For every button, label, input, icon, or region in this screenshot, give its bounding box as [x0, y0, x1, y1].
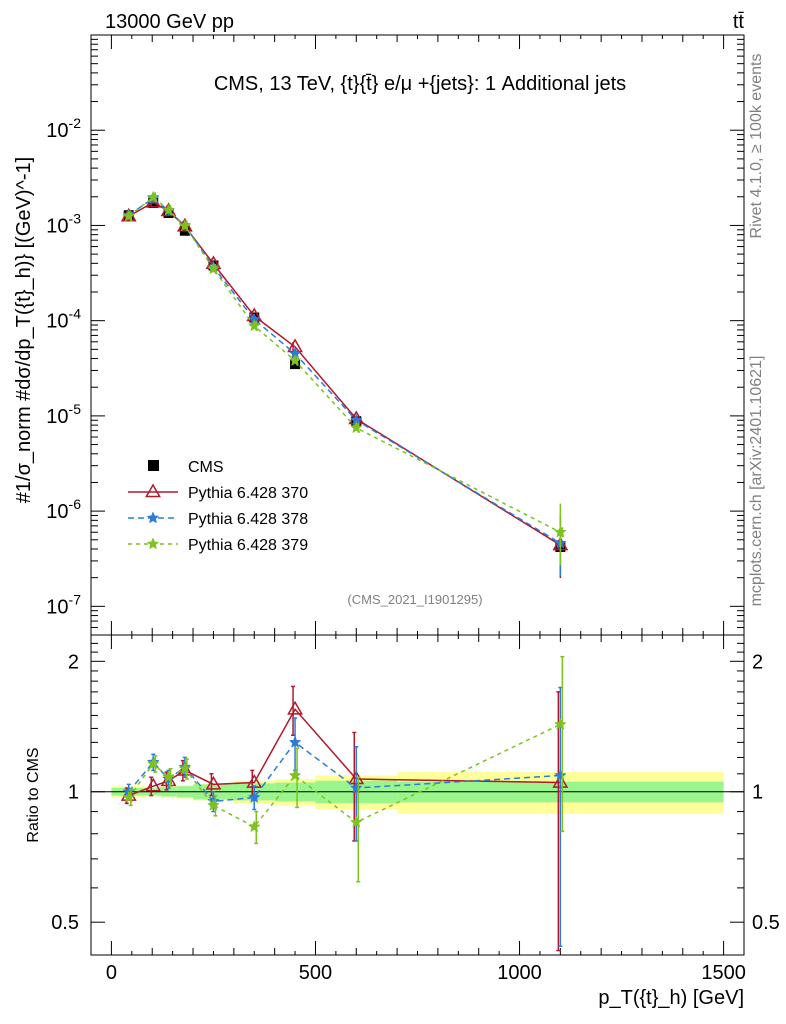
- ratio-y-tick-label-right: 1: [752, 782, 763, 804]
- series-2-ratio-marker: [122, 790, 136, 803]
- series-0-ratio-marker: [205, 775, 222, 790]
- legend-label-1: Pythia 6.428 378: [188, 511, 308, 528]
- legend-label-0: Pythia 6.428 370: [188, 485, 308, 502]
- legend-label-data: CMS: [188, 459, 224, 476]
- main-plot: 10-7 10-6 10-5 10-4 10-3 10-2 CMS, 13 TeV, {t…: [13, 34, 745, 636]
- legend-marker-1: [146, 511, 160, 524]
- x-tick-label: 0: [106, 962, 117, 984]
- y-tick-label: 10-5: [46, 401, 81, 428]
- side-label-mcplots: mcplots.cern.ch [arXiv:2401.10621]: [748, 356, 765, 607]
- main-y-axis-label: #1/σ_norm #dσ/dp_T({t}_h)} [(GeV)^-1]: [13, 157, 35, 503]
- series-2-ratio-marker: [207, 798, 220, 811]
- ratio-y-tick-label: 0.5: [51, 912, 79, 934]
- legend: CMS Pythia 6.428 370 Pythia 6.428 378 Pythi…: [128, 459, 308, 554]
- series-1-ratio-marker: [349, 781, 363, 794]
- ratio-y-tick-label: 1: [68, 782, 79, 804]
- main-y-axis-label-text: #1/σ_norm #dσ/dp_T({t}_h)} [(GeV)^-1]: [13, 157, 35, 503]
- series-2-main-marker: [207, 262, 220, 275]
- x-axis-label: p_T({t}_h) [GeV]: [598, 987, 744, 1009]
- series-2-main-marker: [122, 209, 136, 222]
- process-label: tt̄: [733, 11, 745, 33]
- series-0-ratio-marker: [287, 700, 304, 715]
- series-2-ratio-marker: [146, 757, 160, 770]
- y-tick-label: 10-3: [46, 210, 81, 237]
- ratio-y-tick-label: 2: [68, 651, 79, 673]
- series-2-main-marker: [178, 219, 192, 232]
- data-point: [290, 359, 301, 370]
- series-2-ratio-marker: [288, 768, 302, 781]
- y-tick-label: 10-6: [46, 496, 81, 523]
- legend-marker-0: [145, 483, 161, 498]
- series-2-main-marker: [247, 319, 261, 332]
- series-2-ratio-marker: [349, 815, 363, 828]
- series-2-main-marker: [146, 190, 160, 203]
- ratio-y-tick-label-right: 0.5: [752, 912, 780, 934]
- series-2-ratio-marker: [554, 717, 567, 730]
- y-tick-label: 10-2: [46, 115, 81, 142]
- series-2-main-marker: [288, 354, 302, 367]
- ratio-y-axis-label: Ratio to CMS: [25, 747, 42, 842]
- series-2-ratio-line: [128, 723, 561, 828]
- y-tick-label: 10-4: [46, 306, 81, 333]
- plot-title: CMS, 13 TeV, {t}{t̄} e/μ +{jets}: 1 Addi…: [214, 73, 626, 95]
- legend-label-2: Pythia 6.428 379: [188, 537, 308, 554]
- series-0-ratio-line: [128, 707, 561, 797]
- beam-label: 13000 GeV pp: [105, 11, 234, 33]
- series-1-ratio-marker: [288, 735, 302, 748]
- ratio-y-tick-label-right: 2: [752, 651, 763, 673]
- series-2-main-marker: [162, 203, 175, 216]
- series-2-main-line: [128, 196, 561, 533]
- series-1-ratio-marker: [247, 790, 261, 803]
- series-2-ratio-marker: [247, 820, 261, 833]
- side-label-rivet: Rivet 4.1.0, ≥ 100k events: [748, 54, 765, 239]
- series-1-ratio-marker: [554, 768, 567, 781]
- ratio-plot: 0 500 1000 1500 0.5 0.5 1 1 2 2 Ratio to CMS: [25, 634, 780, 984]
- x-tick-label: 1500: [701, 962, 746, 984]
- x-tick-label: 500: [299, 962, 332, 984]
- series-2-ratio-marker: [178, 762, 192, 775]
- series-0-ratio-marker: [145, 777, 162, 792]
- legend-marker-2: [146, 537, 160, 550]
- series-2-ratio-marker: [162, 770, 175, 783]
- analysis-id: (CMS_2021_I1901295): [347, 592, 482, 607]
- y-tick-label: 10-7: [46, 591, 81, 618]
- legend-marker-data: [148, 460, 159, 471]
- x-tick-label: 1000: [497, 962, 542, 984]
- series-2-main-marker: [349, 421, 363, 434]
